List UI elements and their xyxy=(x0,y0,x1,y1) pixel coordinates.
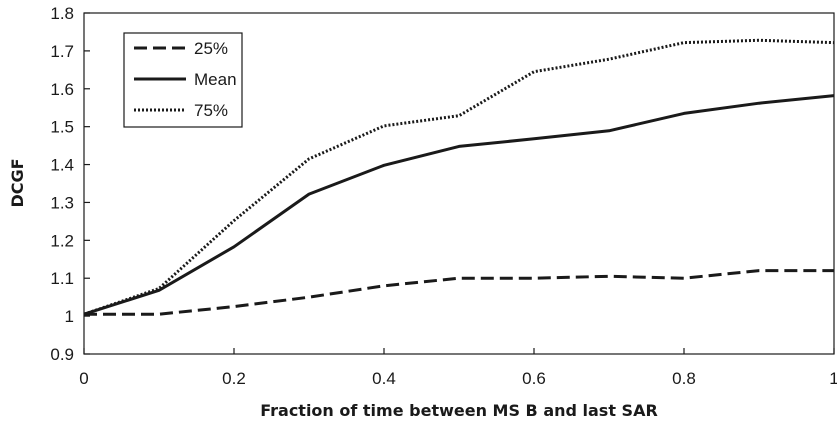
x-tick-label: 0.8 xyxy=(672,369,696,388)
legend-label-75pct: 75% xyxy=(194,101,228,120)
y-tick-label: 1.8 xyxy=(50,4,74,23)
plot-frame xyxy=(83,12,835,355)
x-tick-label: 0.4 xyxy=(372,369,396,388)
series-line-25pct xyxy=(84,269,834,316)
y-axis-title: DCGF xyxy=(8,158,27,207)
x-tick-label: 0.6 xyxy=(522,369,546,388)
y-tick-label: 1.2 xyxy=(50,231,74,250)
x-axis-title: Fraction of time between MS B and last S… xyxy=(260,401,658,420)
y-tick-label: 1.1 xyxy=(50,269,74,288)
series-layer xyxy=(83,38,835,316)
x-tick-label: 0 xyxy=(79,369,88,388)
y-tick-label: 1.3 xyxy=(50,193,74,212)
x-tick-label: 0.2 xyxy=(222,369,246,388)
legend-label-mean: Mean xyxy=(194,70,237,89)
legend: 25% Mean 75% xyxy=(123,32,243,128)
y-tick-label: 1.6 xyxy=(50,80,74,99)
y-tick-label: 1 xyxy=(65,307,74,326)
series-line-75pct xyxy=(83,38,835,316)
x-axis: 0 0.2 0.4 0.6 0.8 1 xyxy=(79,348,837,388)
y-axis: 0.9 1 1.1 1.2 1.3 1.4 1.5 1.6 1.7 1.8 xyxy=(50,4,90,364)
y-tick-label: 1.4 xyxy=(50,156,74,175)
legend-label-25pct: 25% xyxy=(194,39,228,58)
series-line-mean xyxy=(83,94,835,316)
y-tick-label: 1.5 xyxy=(50,118,74,137)
y-tick-label: 0.9 xyxy=(50,345,74,364)
y-tick-label: 1.7 xyxy=(50,42,74,61)
x-tick-label: 1 xyxy=(829,369,837,388)
